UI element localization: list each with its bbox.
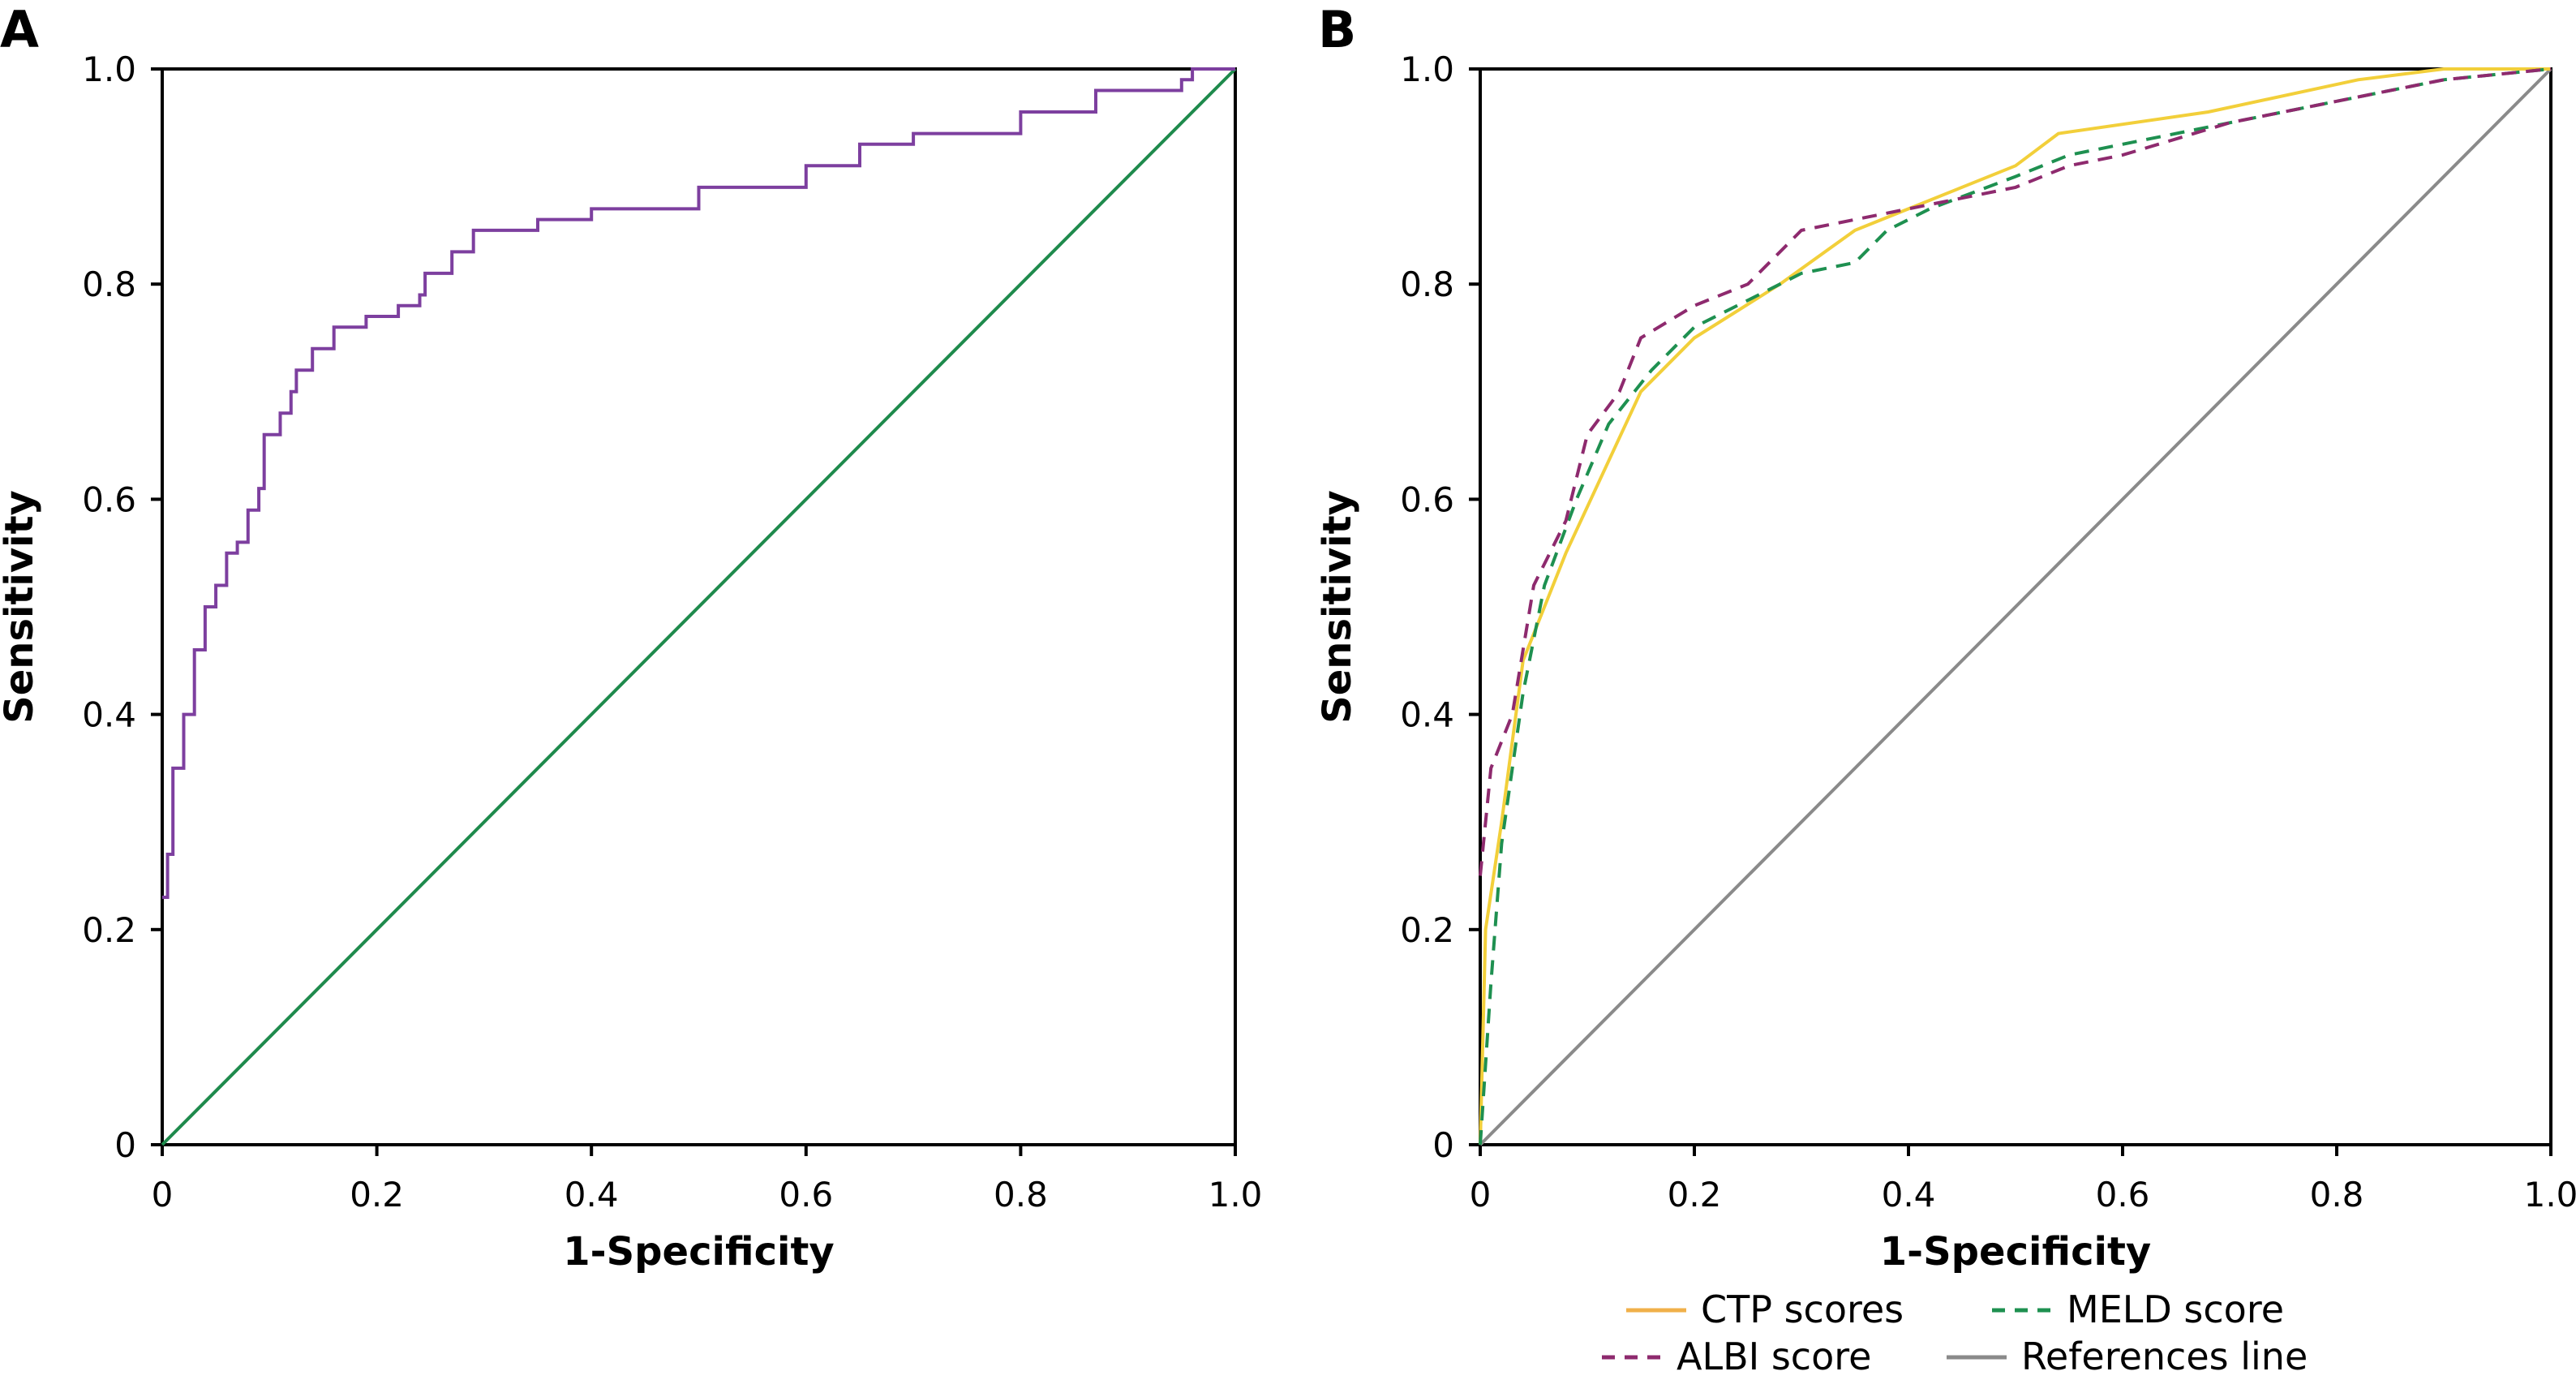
x-axis-label: 1-Specificity [563, 1229, 834, 1275]
legend-label: MELD score [2067, 1288, 2284, 1331]
legend-label: ALBI score [1677, 1335, 1871, 1378]
y-tick-label: 0 [114, 1125, 136, 1165]
x-tick-label: 0 [1470, 1175, 1492, 1214]
series-line-curve-0 [162, 67, 1235, 899]
legend-label: References line [2021, 1335, 2308, 1378]
x-tick-label: 1.0 [2524, 1175, 2576, 1214]
series-line-albi-score [1479, 67, 2552, 876]
x-tick-label: 0 [152, 1175, 174, 1214]
y-axis-label: Sensitivity [1315, 490, 1360, 724]
x-tick-label: 0.4 [1882, 1175, 1936, 1214]
legend-item: CTP scores [1626, 1288, 1904, 1331]
x-tick-label: 0.6 [779, 1175, 833, 1214]
x-axis-label: 1-Specificity [1880, 1229, 2151, 1275]
panel-label: A [0, 0, 39, 59]
y-tick-label: 0.6 [82, 479, 136, 519]
panel-label: B [1318, 0, 1356, 59]
x-tick-label: 0.6 [2096, 1175, 2150, 1214]
legend-item: MELD score [1992, 1288, 2284, 1331]
x-tick-label: 0.8 [2310, 1175, 2364, 1214]
series-line-ctp-scores [1479, 67, 2551, 1146]
y-tick-label: 1.0 [1400, 49, 1454, 89]
legend: CTP scores MELD score ALBI score References… [1602, 1288, 2308, 1378]
x-tick-label: 0.2 [350, 1175, 404, 1214]
y-tick-label: 0.4 [82, 695, 136, 735]
x-tick-label: 0.4 [565, 1175, 619, 1214]
series-line-references-line [1479, 67, 2552, 1146]
x-tick-label: 0.8 [994, 1175, 1048, 1214]
panel-b: B 0 0.2 0.4 0.6 0.8 1.0 0 0.2 0.4 0.6 0.8 1.0 1-Speci… [1315, 0, 2576, 1378]
plot-frame [1479, 67, 2552, 1146]
plot-frame [161, 67, 1237, 1146]
y-tick-label: 0.8 [82, 264, 136, 304]
panel-a: A 0 0.2 0.4 0.6 0.8 1.0 0 0.2 0.4 0.6 0.8 1.0 1-Speci… [0, 0, 1262, 1275]
x-tick-label: 1.0 [1209, 1175, 1263, 1214]
legend-item: References line [1947, 1335, 2308, 1378]
y-tick-label: 0.6 [1400, 479, 1454, 519]
y-axis-label: Sensitivity [0, 490, 42, 724]
y-tick-label: 1.0 [82, 49, 136, 89]
legend-item: ALBI score [1602, 1335, 1871, 1378]
y-tick-label: 0.8 [1400, 264, 1454, 304]
legend-label: CTP scores [1701, 1288, 1904, 1331]
y-tick-label: 0.2 [82, 910, 136, 950]
y-tick-label: 0 [1432, 1125, 1454, 1165]
y-tick-label: 0.2 [1400, 910, 1454, 950]
series-line-curve-1 [161, 67, 1237, 1146]
y-tick-label: 0.4 [1400, 695, 1454, 735]
x-tick-label: 0.2 [1668, 1175, 1722, 1214]
series-line-meld-score [1479, 67, 2552, 1146]
